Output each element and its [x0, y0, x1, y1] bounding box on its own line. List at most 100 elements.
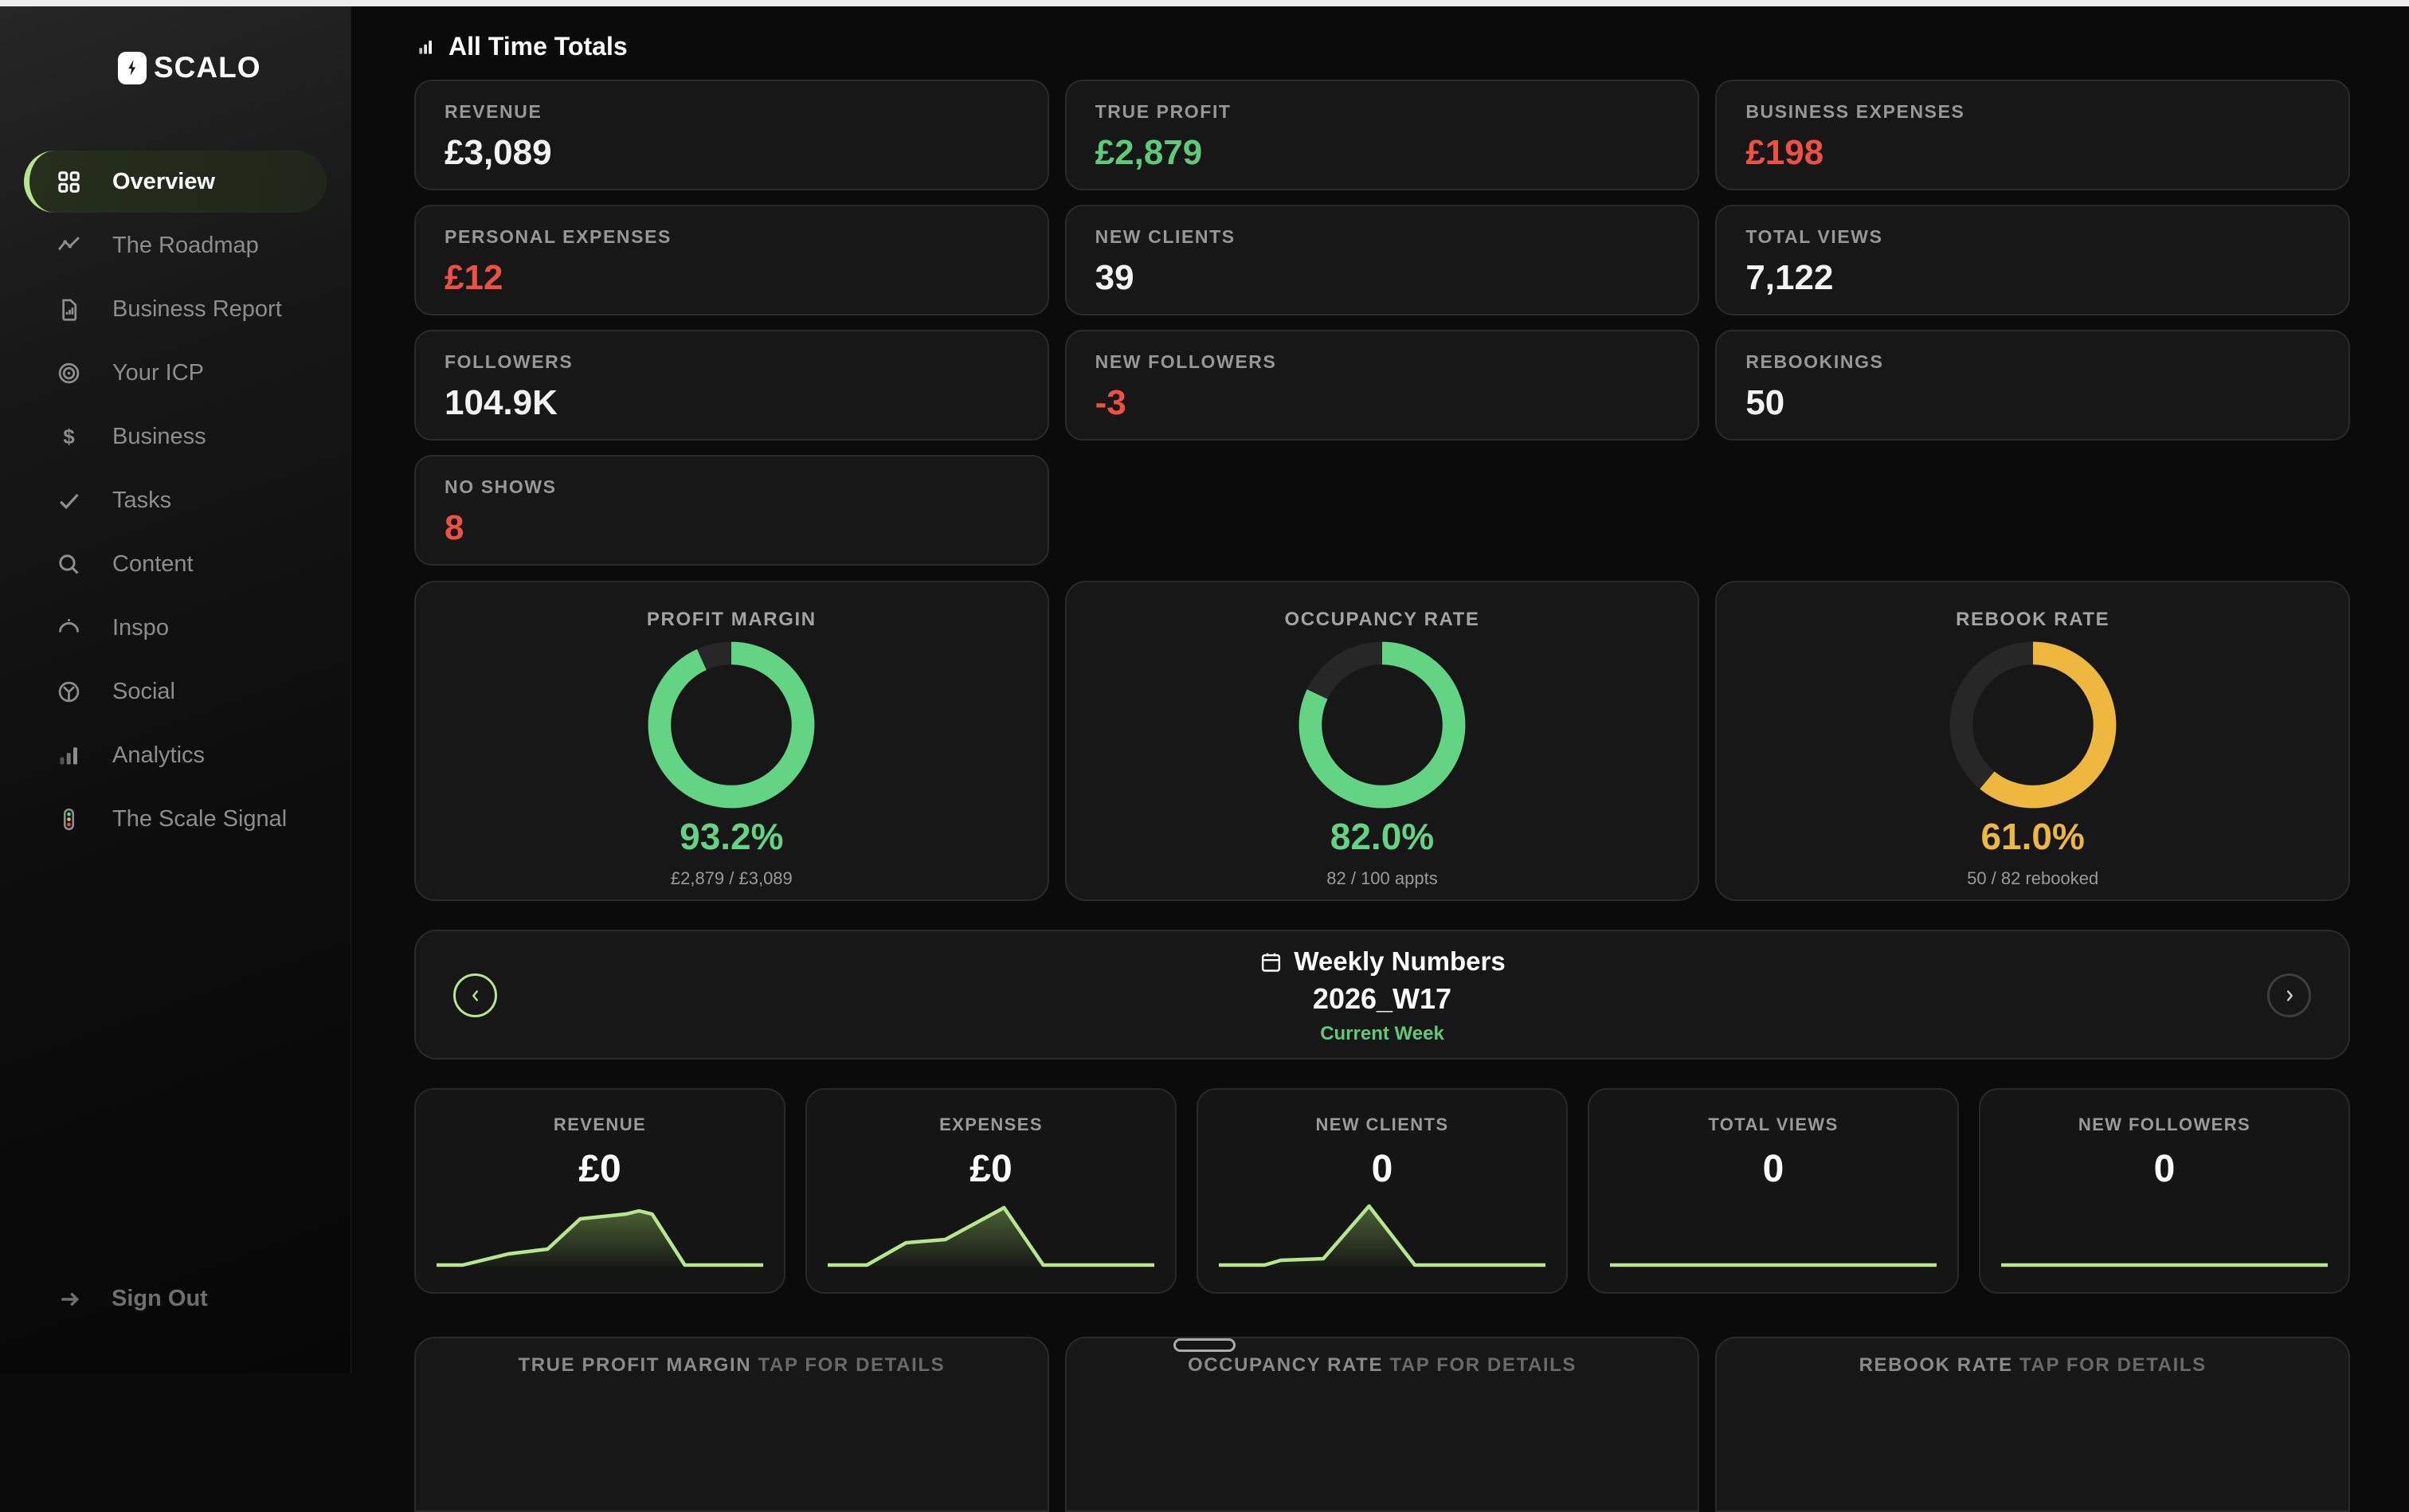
occupancy-rate-details-card[interactable]: OCCUPANCY RATE TAP FOR DETAILS: [1064, 1337, 1700, 1512]
chevron-left-icon: [472, 989, 478, 1001]
stat-label: NEW CLIENTS: [1095, 226, 1236, 247]
stat-label: PERSONAL EXPENSES: [445, 226, 672, 247]
sidebar-item-the-scale-signal[interactable]: The Scale Signal: [24, 788, 327, 850]
sidebar-item-social[interactable]: Social: [24, 660, 327, 723]
dollar-icon: $: [56, 424, 82, 450]
stat-card-followers: FOLLOWERS 104.9K: [414, 330, 1049, 441]
sidebar-item-label: The Scale Signal: [112, 805, 288, 832]
true-profit-margin-details-card[interactable]: TRUE PROFIT MARGIN TAP FOR DETAILS: [414, 1337, 1049, 1512]
bars-icon: [419, 40, 432, 54]
calendar-icon: [1262, 953, 1281, 972]
occupancy-rate-gauge-card: OCCUPANCY RATE 82.0% 82 / 100 appts: [1064, 581, 1700, 901]
sign-out-button[interactable]: Sign Out: [57, 1286, 208, 1312]
expenses-sparkline-chart: [828, 1193, 1154, 1273]
sidebar-item-label: Inspo: [112, 614, 169, 640]
weekly-card-value: £0: [969, 1148, 1013, 1190]
stat-value: 7,122: [1745, 258, 1834, 297]
sidebar-item-tasks[interactable]: Tasks: [24, 469, 327, 531]
weekly-card-value: 0: [2153, 1148, 2176, 1190]
sidebar-item-label: Business Report: [112, 296, 282, 322]
gauge-title: REBOOK RATE: [1956, 609, 2110, 630]
scroll-handle[interactable]: [1173, 1338, 1236, 1352]
app-name: SCALO: [154, 51, 261, 84]
sidebar-item-label: Overview: [112, 168, 215, 194]
gauge-percentage: 82.0%: [1330, 816, 1435, 857]
weekly-numbers-title: Weekly Numbers: [1294, 946, 1506, 976]
stat-card-total-views: TOTAL VIEWS 7,122: [1715, 205, 2350, 315]
rebook-rate-gauge-card: REBOOK RATE 61.0% 50 / 82 rebooked: [1715, 581, 2350, 901]
weekly-card-label: NEW CLIENTS: [1315, 1114, 1449, 1134]
svg-text:$: $: [63, 424, 75, 448]
weekly-card-total-views: TOTAL VIEWS 0: [1588, 1088, 1959, 1294]
stat-label: REBOOKINGS: [1745, 351, 1884, 372]
stat-label: REVENUE: [445, 101, 543, 122]
gauge-detail: £2,879 / £3,089: [670, 868, 793, 888]
sidebar-item-business[interactable]: $ Business: [24, 405, 327, 468]
sidebar-item-label: Social: [112, 678, 175, 704]
stat-card-revenue: REVENUE £3,089: [414, 80, 1049, 190]
weekly-card-value: 0: [1762, 1148, 1784, 1190]
stat-card-no-shows: NO SHOWS 8: [414, 455, 1049, 566]
sidebar-item-label: The Roadmap: [112, 232, 259, 258]
traffic-light-icon: [56, 806, 82, 832]
all-time-stats-grid: REVENUE £3,089 TRUE PROFIT £2,879 BUSINE…: [414, 80, 2350, 566]
weekly-card-value: £0: [578, 1148, 621, 1190]
details-card-title: REBOOK RATE: [1859, 1354, 2013, 1376]
gauges-row: PROFIT MARGIN 93.2% £2,879 / £3,089 OCCU…: [414, 581, 2350, 901]
sidebar-item-label: Analytics: [112, 742, 206, 768]
details-card-title: TRUE PROFIT MARGIN: [518, 1354, 752, 1376]
weekly-stats-row: REVENUE £0 EXPENSES £0 NEW CLIENTS 0 TOT…: [414, 1088, 2350, 1294]
document-chart-icon: [56, 296, 82, 323]
sidebar-item-inspo[interactable]: Inspo: [24, 597, 327, 659]
gauge-detail: 50 / 82 rebooked: [1967, 868, 2099, 888]
stat-label: TRUE PROFIT: [1095, 101, 1232, 122]
stat-label: TOTAL VIEWS: [1745, 226, 1883, 247]
current-week-badge: Current Week: [1320, 1023, 1444, 1044]
revenue-sparkline-chart: [437, 1193, 763, 1273]
weekly-numbers-header: Weekly Numbers 2026_W17 Current Week: [416, 946, 2348, 1045]
sidebar-item-label: Content: [112, 550, 194, 577]
weekly-card-label: EXPENSES: [939, 1114, 1043, 1134]
gauge-percentage: 93.2%: [680, 816, 784, 857]
umbrella-icon: [56, 615, 82, 641]
stat-card-new-clients: NEW CLIENTS 39: [1064, 205, 1700, 315]
sidebar-item-your-icp[interactable]: Your ICP: [24, 342, 327, 404]
chevron-right-icon: [2286, 989, 2293, 1001]
stat-label: FOLLOWERS: [445, 351, 574, 372]
page-title: All Time Totals: [449, 32, 628, 61]
weekly-card-revenue: REVENUE £0: [414, 1088, 785, 1294]
rebook-rate-details-card[interactable]: REBOOK RATE TAP FOR DETAILS: [1715, 1337, 2350, 1512]
sidebar-item-overview[interactable]: Overview: [24, 151, 327, 213]
occupancy-rate-donut-chart: [1299, 641, 1466, 809]
next-week-button[interactable]: [2267, 973, 2311, 1017]
stat-label: NEW FOLLOWERS: [1095, 351, 1277, 372]
stat-value: £198: [1745, 133, 1824, 172]
gauge-title: OCCUPANCY RATE: [1284, 609, 1480, 630]
stat-card-true-profit: TRUE PROFIT £2,879: [1064, 80, 1700, 190]
sidebar-item-label: Business: [112, 423, 206, 449]
gauge-title: PROFIT MARGIN: [646, 609, 817, 630]
stat-value: -3: [1095, 383, 1126, 422]
previous-week-button[interactable]: [453, 973, 497, 1017]
sidebar-item-the-roadmap[interactable]: The Roadmap: [24, 214, 327, 276]
stat-card-rebookings: REBOOKINGS 50: [1715, 330, 2350, 441]
sidebar-item-content[interactable]: Content: [24, 533, 327, 595]
stat-value: £3,089: [445, 133, 552, 172]
rebook-rate-donut-chart: [1949, 641, 2117, 809]
weekly-card-new-followers: NEW FOLLOWERS 0: [1979, 1088, 2350, 1294]
profit-margin-gauge-card: PROFIT MARGIN 93.2% £2,879 / £3,089: [414, 581, 1049, 901]
search-icon: [56, 551, 82, 578]
sidebar-item-analytics[interactable]: Analytics: [24, 724, 327, 786]
gauge-detail: 82 / 100 appts: [1326, 868, 1438, 888]
stat-value: £12: [445, 258, 503, 297]
sidebar-item-business-report[interactable]: Business Report: [24, 278, 327, 340]
all-time-totals-header: All Time Totals: [416, 32, 628, 61]
sidebar-item-label: Tasks: [112, 487, 172, 513]
stat-label: BUSINESS EXPENSES: [1745, 101, 1965, 122]
sign-out-label: Sign Out: [112, 1286, 208, 1311]
week-id: 2026_W17: [1312, 982, 1452, 1015]
details-card-title: OCCUPANCY RATE: [1187, 1354, 1384, 1376]
lightning-bolt-icon: [118, 51, 147, 84]
total-views-sparkline-chart: [1610, 1193, 1937, 1273]
trend-line-icon: [56, 233, 82, 259]
